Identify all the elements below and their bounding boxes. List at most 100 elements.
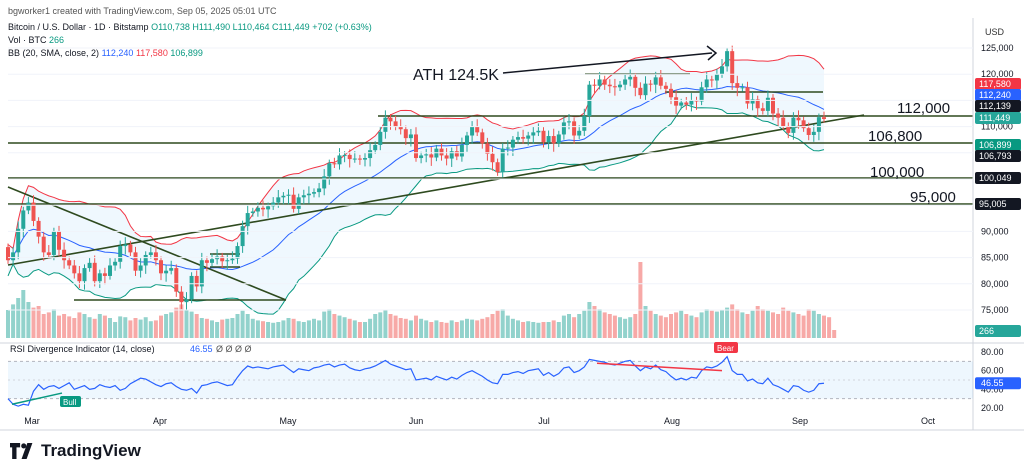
candle-body: [77, 273, 82, 282]
volume-bar: [648, 310, 653, 338]
candle-body: [449, 151, 454, 159]
volume-bar: [337, 315, 342, 338]
volume-bar: [709, 310, 714, 338]
volume-bar: [179, 304, 184, 338]
candle-body: [822, 117, 826, 120]
volume-bar: [444, 322, 449, 338]
rsi-value: 46.55: [190, 344, 213, 354]
candle-body: [510, 139, 515, 148]
candle-body: [470, 126, 475, 136]
price-label-text: 106,899: [979, 140, 1012, 150]
ohlc-values: O110,738 H111,490 L110,464 C111,449 +702…: [151, 22, 372, 32]
candle-body: [199, 260, 204, 287]
candle-body: [317, 188, 322, 193]
candle-body: [118, 246, 123, 262]
candle-body: [194, 275, 199, 287]
volume-bar: [312, 318, 316, 338]
volume-bar: [245, 314, 250, 338]
candle-body: [11, 252, 16, 261]
credit-text: bgworker1 created with TradingView.com, …: [8, 6, 277, 16]
volume-bar: [633, 314, 638, 338]
candle-body: [755, 99, 760, 109]
candle-body: [709, 79, 714, 81]
volume-bar: [674, 312, 679, 338]
candle-body: [62, 249, 67, 261]
candle-body: [225, 260, 230, 262]
vol-value: 266: [49, 35, 65, 45]
bb-legend: BB (20, SMA, close, 2) 112,240 117,580 1…: [8, 48, 203, 58]
volume-bar: [521, 322, 526, 338]
candle-body: [26, 202, 31, 211]
rsi-line: [7, 355, 825, 407]
volume-bar: [704, 309, 709, 338]
brand-footer: TradingView: [10, 441, 141, 461]
candle-body: [108, 265, 112, 276]
volume-bar: [92, 318, 97, 338]
candle-body: [592, 84, 597, 86]
volume-bar: [26, 302, 31, 338]
candle-body: [36, 220, 41, 237]
vol-label: Vol · BTC: [8, 35, 47, 45]
volume-bar: [133, 318, 138, 338]
candle-body: [138, 265, 143, 271]
time-tick-label: May: [279, 416, 297, 426]
volume-bar: [745, 314, 750, 338]
volume-bar: [261, 321, 265, 338]
volume-bar: [388, 314, 393, 338]
volume-bar: [169, 312, 174, 338]
volume-bar: [459, 320, 464, 338]
candle-body: [301, 195, 306, 198]
candle-body: [164, 270, 169, 274]
volume-bar: [332, 314, 337, 338]
volume-bar: [618, 317, 622, 338]
volume-bar: [643, 306, 648, 338]
candle-body: [266, 206, 271, 210]
brand-name: TradingView: [41, 441, 141, 460]
volume-bar: [31, 307, 36, 338]
candle-body: [490, 153, 495, 163]
price-label-box: [975, 198, 1021, 210]
bull-tag-box: [60, 396, 81, 407]
volume-bar: [495, 310, 500, 338]
volume-bar: [108, 318, 112, 338]
volume-bar: [755, 306, 760, 338]
candle-body: [465, 135, 469, 145]
candle-body: [373, 144, 378, 151]
candle-body: [352, 158, 357, 160]
candle-body: [6, 247, 10, 261]
candle-body: [87, 262, 92, 269]
volume-bar: [398, 318, 403, 338]
volume-bar: [806, 309, 811, 338]
candle-body: [607, 84, 612, 87]
candle-body: [745, 87, 750, 104]
volume-bar: [760, 309, 765, 338]
candle-body: [597, 79, 602, 86]
candle-body: [235, 246, 240, 259]
price-label-box: [975, 89, 1021, 101]
volume-bar: [561, 315, 566, 338]
volume-bar: [51, 309, 56, 338]
volume-bar: [352, 320, 357, 338]
candle-body: [337, 155, 342, 165]
volume-bar: [531, 322, 536, 338]
candle-body: [159, 260, 163, 274]
candle-body: [760, 108, 765, 111]
currency-label: USD: [984, 27, 1004, 37]
volume-bar: [235, 314, 240, 338]
bb-upper-value: 117,580: [135, 48, 168, 58]
candle-body: [16, 228, 21, 253]
volume-bar: [148, 321, 153, 338]
candle-body: [572, 121, 577, 136]
rsi-value-label: 46.55: [981, 378, 1004, 388]
volume-bar: [536, 322, 541, 338]
volume-bar: [623, 318, 628, 338]
candle-body: [383, 117, 388, 132]
volume-bar: [383, 310, 388, 338]
volume-bar: [699, 312, 704, 338]
bb-lower-line: [7, 104, 825, 315]
candle-body: [551, 136, 556, 144]
volume-bar: [16, 298, 21, 338]
candle-body: [454, 151, 459, 157]
volume-bar: [296, 321, 301, 338]
volume-bar: [735, 309, 740, 338]
